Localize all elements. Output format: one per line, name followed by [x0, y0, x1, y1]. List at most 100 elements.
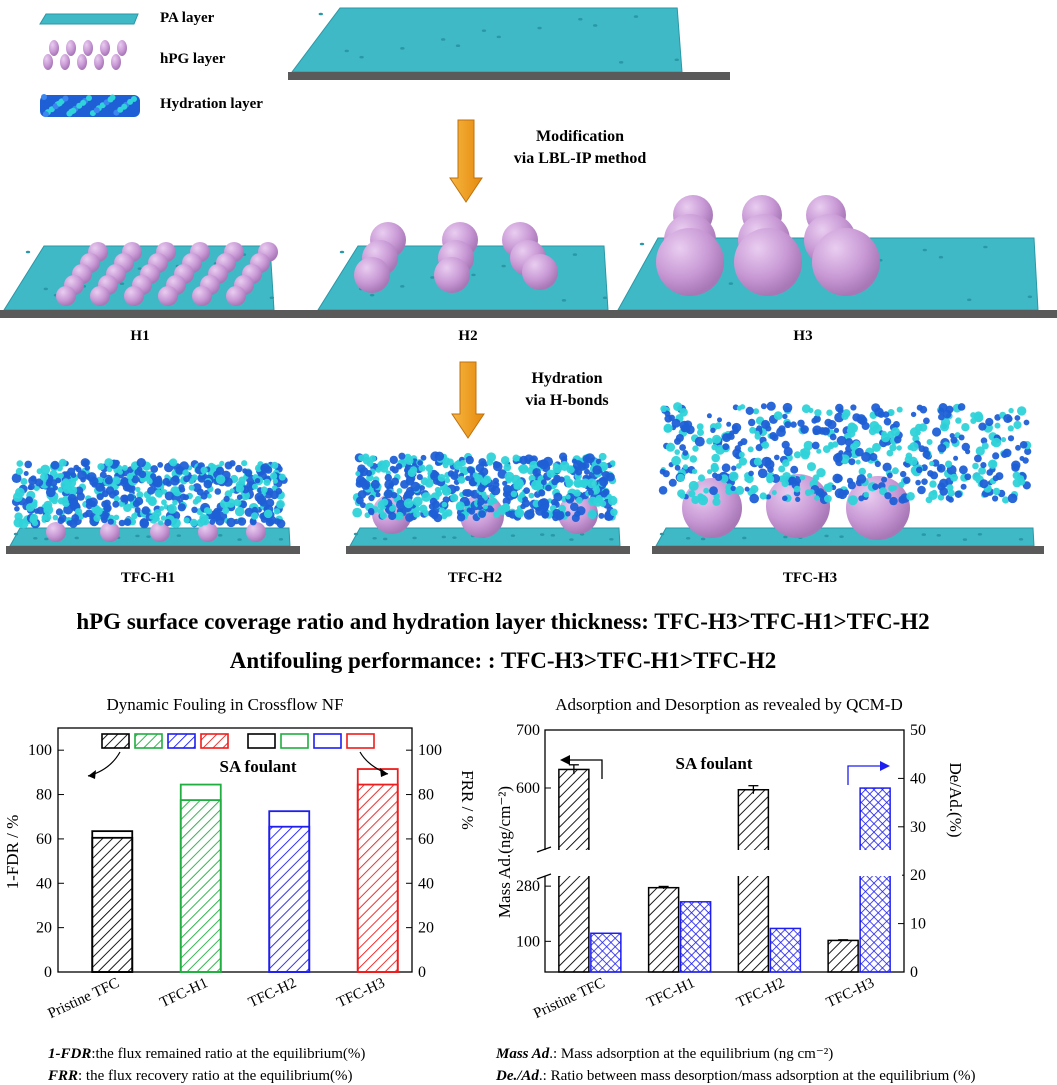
water-cluster: [153, 509, 162, 518]
pore: [561, 299, 567, 302]
pore: [700, 537, 706, 541]
water-cluster: [14, 512, 23, 521]
water-cluster: [265, 487, 274, 496]
hpg-sphere: [354, 257, 390, 293]
water-cluster: [906, 492, 915, 501]
water-cluster: [395, 463, 403, 470]
water-cluster: [740, 438, 748, 446]
water-cluster: [73, 464, 80, 471]
pore: [510, 534, 516, 537]
water-cluster: [891, 467, 899, 475]
pore: [501, 264, 506, 268]
water-cluster: [493, 461, 501, 469]
water-cluster: [574, 510, 581, 518]
water-cluster: [465, 475, 471, 481]
pore: [135, 534, 140, 538]
arrow-head-icon: [560, 755, 570, 765]
water-cluster: [233, 498, 242, 507]
water-cluster: [157, 462, 164, 468]
water-cluster: [167, 504, 177, 514]
hpg-sphere: [656, 228, 724, 296]
water-cluster: [365, 470, 372, 477]
water-cluster: [131, 96, 137, 102]
water-cluster: [28, 483, 35, 491]
water-cluster: [833, 427, 840, 433]
water-cluster: [234, 506, 245, 517]
water-cluster: [85, 498, 93, 506]
water-cluster: [93, 514, 101, 522]
water-cluster: [34, 508, 40, 514]
water-cluster: [781, 479, 789, 488]
hpg-bead: [43, 54, 53, 70]
chart1-y2tick-label: 0: [418, 964, 426, 981]
water-cluster: [599, 477, 609, 487]
water-cluster: [889, 496, 898, 506]
water-cluster: [424, 479, 434, 488]
water-cluster: [749, 426, 756, 434]
chart2-y2tick-label: 30: [910, 819, 926, 836]
water-cluster: [586, 478, 597, 489]
water-cluster: [816, 448, 822, 454]
water-cluster: [665, 442, 676, 452]
water-cluster: [953, 455, 959, 461]
water-cluster: [500, 456, 510, 465]
water-cluster: [800, 448, 806, 455]
water-cluster: [188, 478, 195, 485]
water-cluster: [462, 489, 470, 497]
water-cluster: [510, 490, 518, 498]
water-cluster: [782, 472, 791, 481]
water-cluster: [276, 499, 285, 509]
water-cluster: [872, 442, 881, 452]
water-cluster: [150, 465, 159, 473]
chart1-legend-hatched: [101, 733, 130, 749]
substrate-base: [314, 310, 648, 318]
water-cluster: [738, 457, 748, 466]
water-cluster: [236, 484, 245, 493]
water-cluster: [418, 464, 426, 472]
pore: [983, 245, 988, 249]
pore: [137, 267, 142, 270]
water-cluster: [134, 497, 144, 506]
water-cluster: [134, 507, 141, 513]
water-cluster: [502, 480, 508, 486]
water-cluster: [782, 459, 790, 467]
water-cluster: [67, 467, 76, 476]
water-cluster: [882, 411, 890, 418]
water-cluster: [978, 422, 987, 431]
hpg-sphere: [56, 286, 76, 306]
hpg-sphere: [46, 522, 66, 542]
water-cluster: [715, 473, 723, 481]
water-cluster: [62, 95, 69, 102]
water-cluster: [139, 518, 149, 527]
water-cluster: [71, 514, 80, 522]
hpg-sphere: [124, 286, 144, 306]
water-cluster: [855, 447, 864, 457]
water-cluster: [658, 486, 668, 495]
chart1-y2tick-label: 60: [418, 831, 434, 848]
water-cluster: [20, 478, 28, 485]
arrow-head-icon: [880, 761, 890, 771]
pore: [783, 535, 788, 539]
chart1-frame: [57, 727, 413, 973]
water-cluster: [938, 403, 948, 412]
water-cluster: [882, 462, 892, 472]
pore: [659, 532, 665, 536]
water-cluster: [660, 405, 668, 413]
water-cluster: [159, 506, 165, 511]
hpg-bead: [94, 54, 104, 70]
water-cluster: [466, 466, 474, 473]
water-cluster: [425, 464, 434, 473]
water-cluster: [538, 489, 546, 497]
water-cluster: [477, 504, 483, 511]
note-frr: FRR: the flux recovery ratio at the equi…: [47, 1068, 353, 1084]
water-cluster: [254, 464, 263, 473]
water-cluster: [848, 458, 856, 466]
water-cluster: [480, 460, 487, 467]
water-cluster: [1002, 448, 1012, 458]
chart2-bar-de-ad: [590, 932, 622, 973]
water-cluster: [927, 470, 934, 477]
water-cluster: [435, 490, 443, 497]
pore: [74, 536, 79, 540]
water-cluster: [206, 508, 213, 515]
water-cluster: [24, 460, 32, 469]
